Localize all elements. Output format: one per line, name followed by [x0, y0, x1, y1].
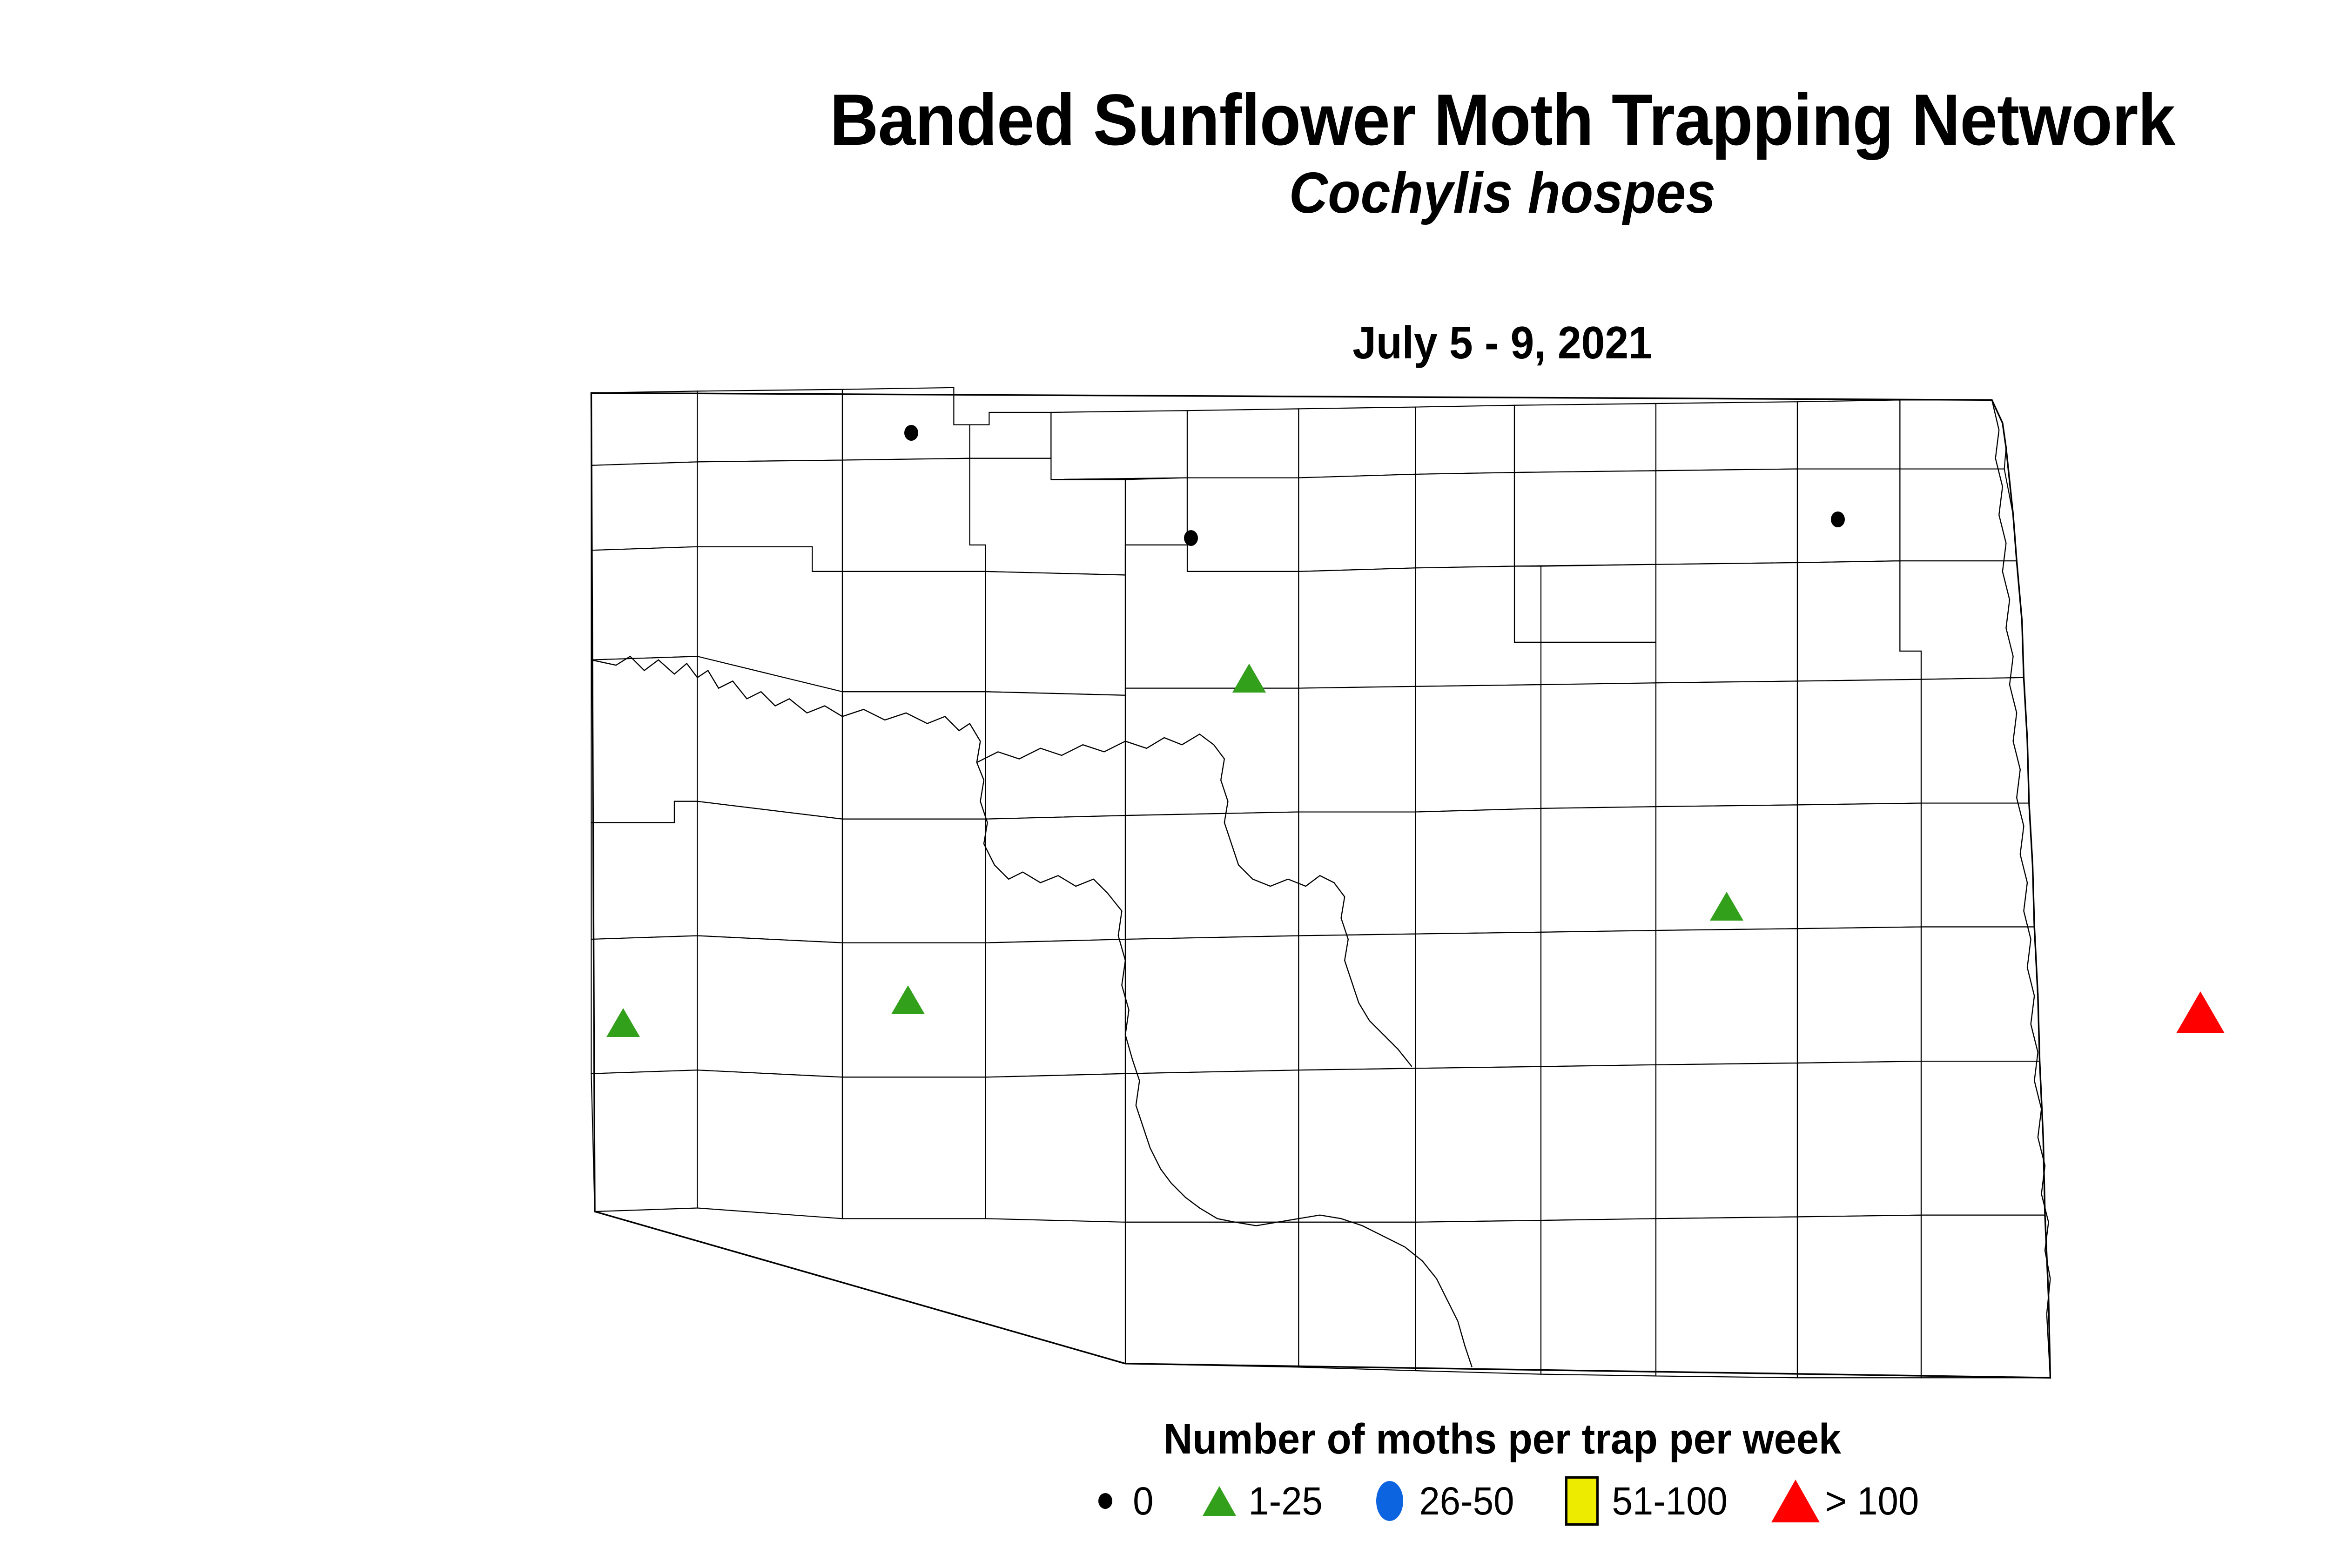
black-dot-icon — [1831, 511, 1845, 527]
green-triangle-icon — [1710, 892, 1743, 921]
trap-marker-low[interactable] — [1232, 663, 1266, 693]
trap-marker-low[interactable] — [606, 1008, 640, 1037]
missouri-river — [591, 656, 1472, 1367]
red-triangle-icon — [1771, 1480, 1820, 1522]
green-triangle-icon — [1232, 663, 1266, 693]
legend-label: 26-50 — [1419, 1479, 1514, 1523]
blue-circle-icon — [1376, 1481, 1403, 1521]
red-triangle-icon — [2176, 991, 2225, 1033]
black-dot-icon — [904, 425, 919, 441]
trap-marker-low[interactable] — [891, 985, 925, 1014]
legend-label: 1-25 — [1248, 1479, 1323, 1523]
legend-swatch-red-triangle — [1771, 1480, 1820, 1522]
title-block: Banded Sunflower Moth Trapping Network C… — [0, 84, 2327, 223]
north-dakota-county-map — [577, 377, 2327, 1415]
page-title: Banded Sunflower Moth Trapping Network — [829, 80, 2175, 161]
legend-label: 51-100 — [1612, 1479, 1728, 1523]
green-triangle-icon — [606, 1008, 640, 1037]
legend-swatch-blue-circle — [1367, 1481, 1412, 1521]
county-layer — [591, 388, 2050, 1378]
legend-swatch-green-triangle — [1197, 1486, 1242, 1516]
legend-swatch-black-dot — [1083, 1493, 1128, 1509]
date-range-label: July 5 - 9, 2021 — [1352, 317, 1652, 368]
green-triangle-icon — [1202, 1486, 1236, 1516]
black-dot-icon — [1098, 1493, 1113, 1509]
species-subtitle: Cochylis hospes — [1289, 161, 1716, 225]
yellow-square-icon — [1565, 1476, 1599, 1526]
green-triangle-icon — [891, 985, 925, 1014]
trap-marker-low[interactable] — [1710, 892, 1743, 921]
legend-label: 0 — [1133, 1479, 1154, 1523]
legend-swatch-yellow-square — [1560, 1476, 1604, 1526]
trap-marker-zero[interactable] — [1184, 530, 1198, 546]
lake-sakakawea — [977, 734, 1412, 1066]
trap-marker-zero[interactable] — [1831, 511, 1845, 527]
red-river — [1992, 400, 2050, 1378]
trap-marker-zero[interactable] — [904, 425, 919, 441]
legend-label: > 100 — [1825, 1479, 1919, 1523]
legend-title: Number of moths per trap per week — [1163, 1415, 1842, 1463]
legend-item-over-100[interactable]: > 100 — [1771, 1479, 1922, 1524]
legend-item-0[interactable]: 0 — [1083, 1479, 1154, 1524]
legend-item-26-50[interactable]: 26-50 — [1367, 1479, 1517, 1524]
trap-marker-high[interactable] — [2176, 991, 2225, 1033]
map-svg — [577, 377, 2327, 1415]
legend-item-51-100[interactable]: 51-100 — [1560, 1476, 1731, 1526]
legend: 0 1-25 26-50 51-100 > 100 — [0, 1476, 2327, 1526]
legend-item-1-25[interactable]: 1-25 — [1197, 1479, 1325, 1524]
black-dot-icon — [1184, 530, 1198, 546]
state-boundary — [591, 393, 2050, 1378]
